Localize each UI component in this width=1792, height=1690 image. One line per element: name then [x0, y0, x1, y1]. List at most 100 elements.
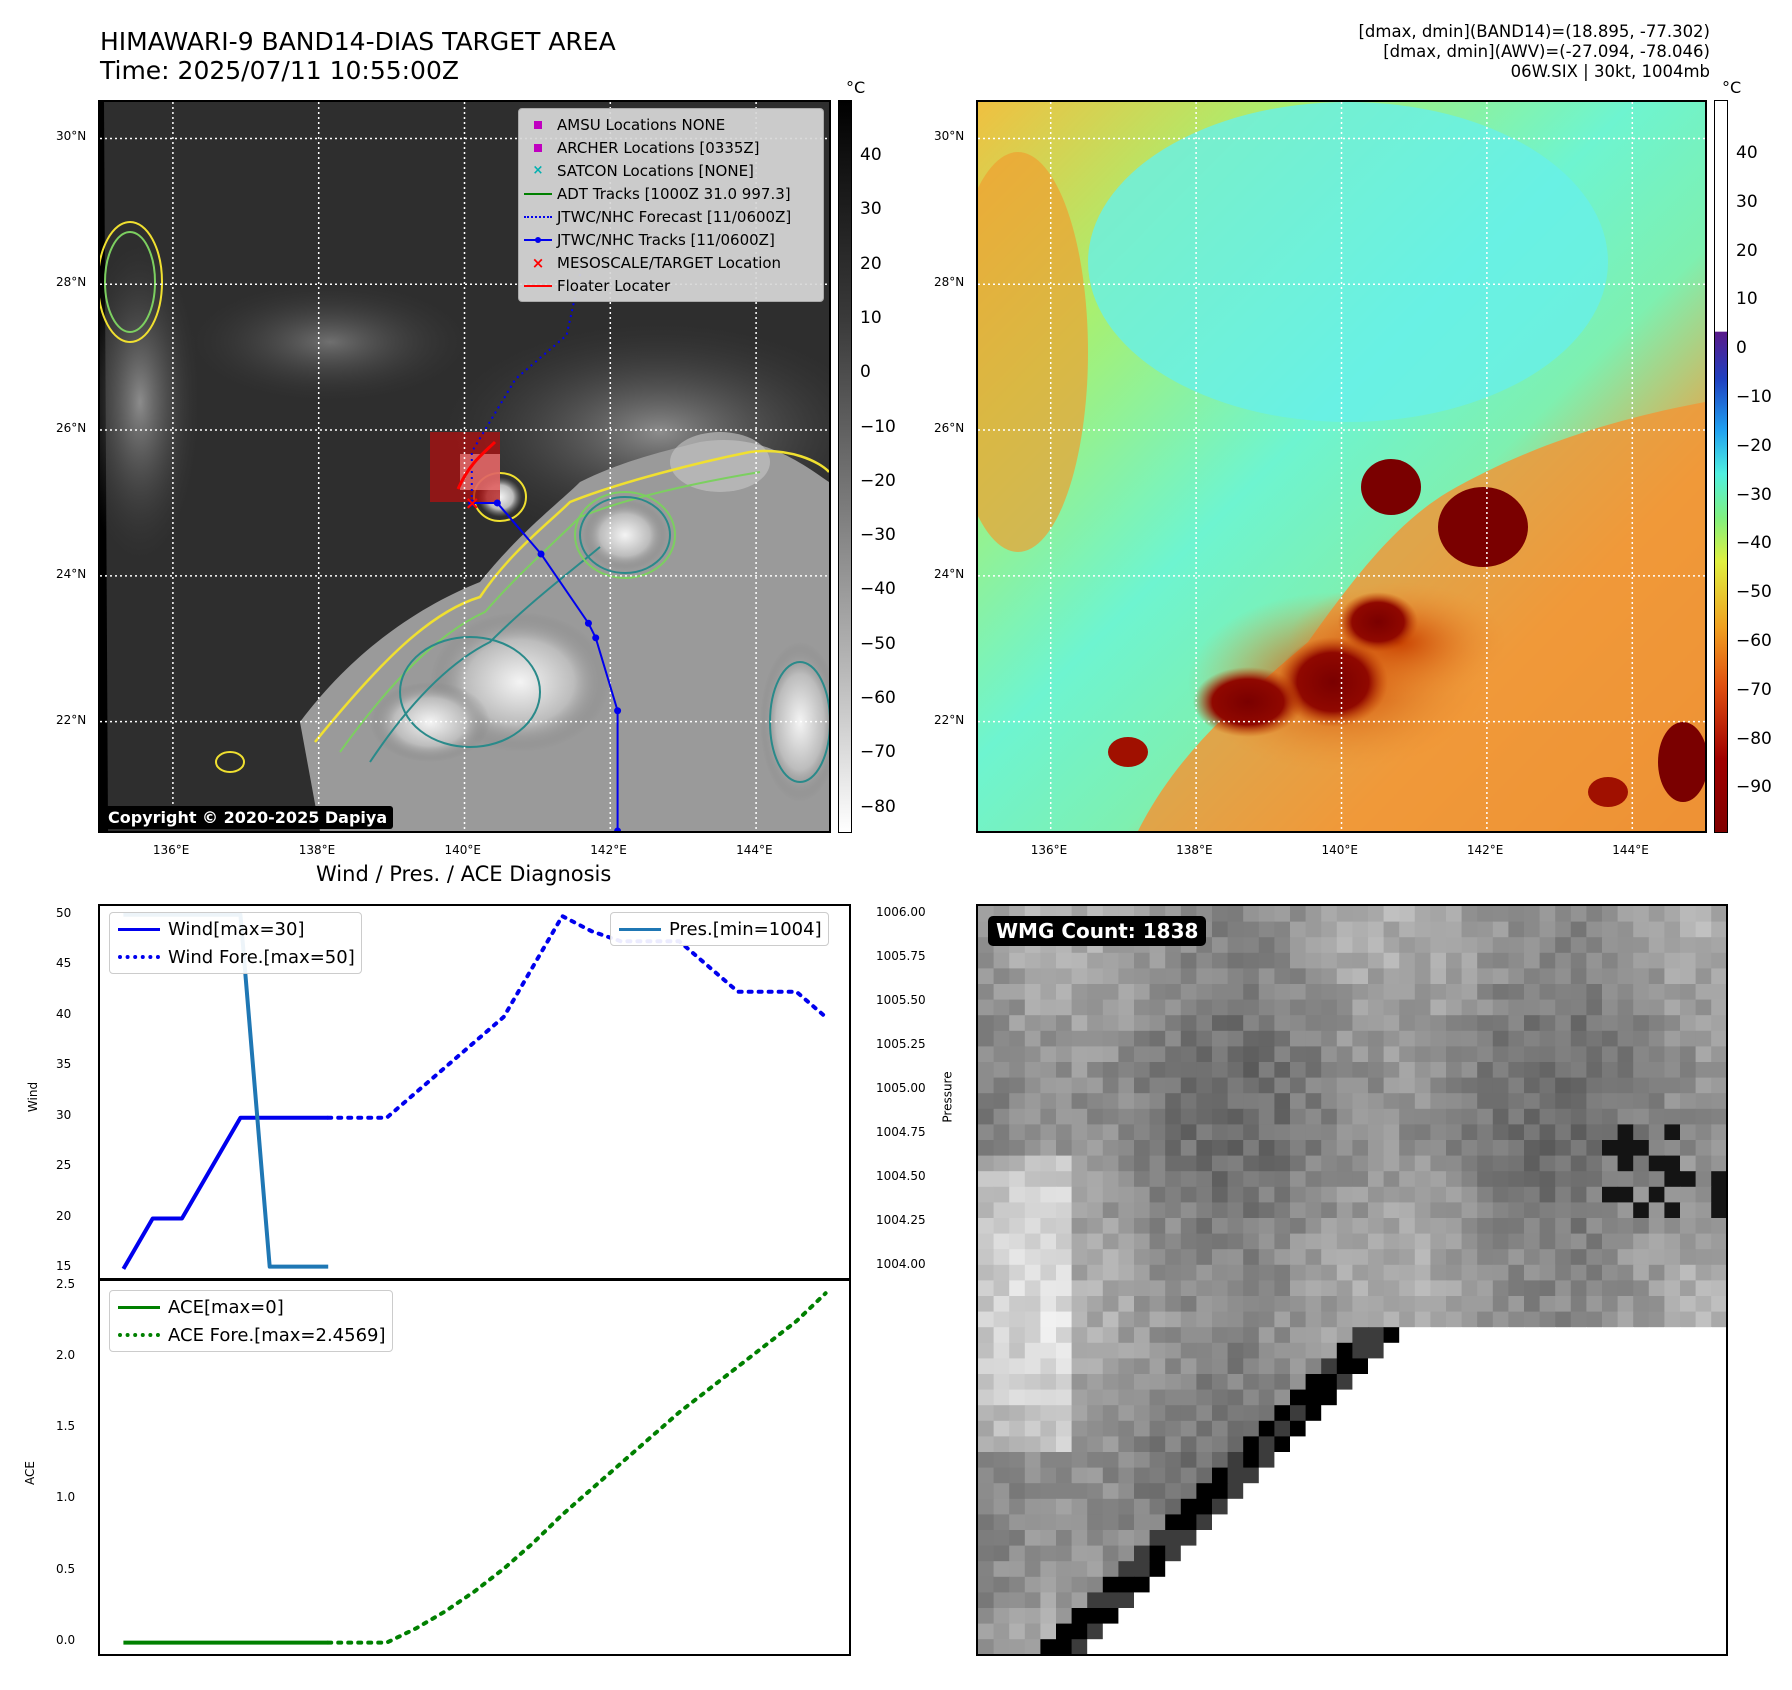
lon-tick-label: 142°E [590, 843, 627, 857]
ace-y-tick: 2.5 [56, 1277, 76, 1292]
ir-colorbar-tick: −80 [860, 796, 896, 817]
awv-colorbar-tick: 0 [1736, 338, 1747, 359]
ir-colorbar-tick: −40 [860, 579, 896, 600]
legend-item-tracks: JTWC/NHC Tracks [11/0600Z] [519, 228, 823, 251]
wind-y-tick: 50 [56, 906, 72, 921]
floater-locater [456, 440, 497, 490]
ir-colorbar-tick: 30 [860, 199, 882, 220]
ir-colorbar-tick: 10 [860, 307, 882, 328]
wind-pressure-chart: Wind[max=30] Wind Fore.[max=50] Pres.[mi… [98, 904, 851, 1281]
awv-map-panel [976, 100, 1707, 833]
awv-colorbar-tick: 10 [1736, 289, 1758, 310]
awv-colorbar-tick: 40 [1736, 143, 1758, 163]
legend-item-satcon: × SATCON Locations [NONE] [532, 161, 754, 180]
awv-colorbar-tick: −60 [1736, 631, 1772, 651]
legend-item-forecast: JTWC/NHC Forecast [11/0600Z] [519, 205, 823, 228]
ir-colorbar-unit: °C [846, 78, 866, 97]
ir-colorbar-tick: −50 [860, 633, 896, 654]
pressure-y-tick: 1005.75 [876, 948, 926, 963]
pressure-y-tick: 1005.50 [876, 992, 926, 1007]
wind-y-tick: 40 [56, 1006, 72, 1021]
legend-item-adt: ADT Tracks [1000Z 31.0 997.3] [519, 182, 823, 205]
legend-item-wind: Wind[max=30] [110, 915, 361, 943]
wind-y-tick: 35 [56, 1057, 72, 1072]
pressure-y-tick: 1004.50 [876, 1168, 926, 1183]
chart-title: HIMAWARI-9 BAND14-DIAS TARGET AREA Time:… [100, 27, 616, 85]
ir-map-panel: × AMSU Locations NONE ARCHER Locations [… [98, 100, 831, 833]
wind-axis-label: Wind [26, 1081, 41, 1113]
ace-plot [123, 1291, 828, 1645]
awv-colorbar-unit: °C [1722, 78, 1742, 97]
map-legend: AMSU Locations NONE ARCHER Locations [03… [518, 108, 824, 302]
lon-tick-label: 136°E [1030, 843, 1068, 857]
awv-colorbar [1714, 100, 1728, 833]
stats-info: [dmax, dmin](BAND14)=(18.895, -77.302) [… [1358, 22, 1710, 82]
lat-tick-label: 28°N [56, 275, 87, 290]
lat-tick-label: 26°N [934, 421, 965, 436]
wind-y-tick: 30 [56, 1107, 72, 1122]
ir-colorbar-tick: −10 [860, 416, 896, 437]
awv-colorbar-tick: −50 [1736, 582, 1772, 603]
series-line-0 [121, 1115, 329, 1270]
awv-colorbar-tick: −80 [1736, 728, 1772, 749]
ir-colorbar-tick: 20 [860, 253, 882, 274]
track-point [468, 499, 476, 507]
awv-colorbar-tick: −20 [1736, 435, 1772, 456]
legend-item-archer: ARCHER Locations [0335Z] [519, 136, 823, 159]
pressure-y-tick: 1004.25 [876, 1212, 926, 1227]
wind-y-tick: 45 [56, 956, 72, 971]
ir-colorbar-tick: 40 [860, 145, 882, 165]
title-line2: Time: 2025/07/11 10:55:00Z [100, 56, 459, 85]
wmg-pixel-canvas [978, 906, 1726, 1654]
legend-item-mesoscale: × MESOSCALE/TARGET Location [531, 253, 782, 272]
legend-item-ace: ACE[max=0] [110, 1293, 392, 1321]
pressure-y-tick: 1005.25 [876, 1036, 926, 1051]
copyright-label: Copyright © 2020-2025 Dapiya [102, 806, 394, 829]
ir-colorbar [838, 100, 852, 833]
wind-y-tick: 15 [56, 1258, 72, 1273]
info-line3: 06W.SIX | 30kt, 1004mb [1510, 62, 1710, 81]
pressure-y-tick: 1004.75 [876, 1124, 926, 1139]
ir-colorbar-tick: −60 [860, 688, 896, 708]
ace-y-tick: 2.0 [56, 1348, 76, 1363]
title-line1: HIMAWARI-9 BAND14-DIAS TARGET AREA [100, 27, 616, 56]
lat-tick-label: 22°N [934, 712, 965, 727]
pressure-y-tick: 1006.00 [876, 904, 926, 919]
awv-colorbar-tick: −10 [1736, 387, 1772, 407]
lat-tick-label: 26°N [56, 421, 87, 436]
lon-tick-label: 144°E [736, 843, 773, 857]
track-point [614, 827, 622, 831]
awv-colorbar-tick: −70 [1736, 679, 1772, 700]
legend-item-pressure: Pres.[min=1004] [611, 915, 828, 943]
legend-item-floater: Floater Locater [519, 274, 823, 297]
awv-colorbar-tick: −30 [1736, 484, 1772, 505]
wmg-panel: WMG Count: 1838 [976, 904, 1728, 1656]
pressure-legend: Pres.[min=1004] [610, 912, 829, 946]
info-line1: [dmax, dmin](BAND14)=(18.895, -77.302) [1358, 22, 1710, 41]
lon-tick-label: 138°E [1176, 843, 1213, 857]
legend-item-wind-forecast: Wind Fore.[max=50] [110, 943, 361, 971]
awv-colorbar-tick: −40 [1736, 533, 1772, 554]
wind-y-tick: 25 [56, 1158, 72, 1173]
track-point [584, 619, 592, 627]
ir-colorbar-tick: −20 [860, 470, 896, 491]
pressure-y-tick: 1004.00 [876, 1256, 926, 1271]
ace-y-tick: 1.5 [56, 1419, 76, 1434]
track-point [493, 499, 501, 507]
pressure-y-tick: 1005.00 [876, 1080, 926, 1095]
legend-item-ace-forecast: ACE Fore.[max=2.4569] [110, 1321, 392, 1349]
track-point [592, 634, 600, 642]
lon-tick-label: 140°E [444, 843, 482, 857]
pressure-axis-label: Pressure [940, 1071, 955, 1123]
ir-colorbar-tick: 0 [860, 362, 871, 383]
ace-y-tick: 1.0 [56, 1490, 76, 1505]
wind-y-tick: 20 [56, 1208, 72, 1223]
lat-tick-label: 24°N [56, 566, 87, 581]
lat-tick-label: 30°N [56, 129, 87, 144]
diagnosis-title: Wind / Pres. / ACE Diagnosis [316, 862, 612, 886]
lon-tick-label: 136°E [152, 843, 190, 857]
ace-chart: ACE[max=0] ACE Fore.[max=2.4569] [98, 1278, 851, 1656]
awv-map-canvas [978, 102, 1705, 831]
ace-y-tick: 0.0 [56, 1632, 76, 1647]
track-point [537, 550, 545, 558]
